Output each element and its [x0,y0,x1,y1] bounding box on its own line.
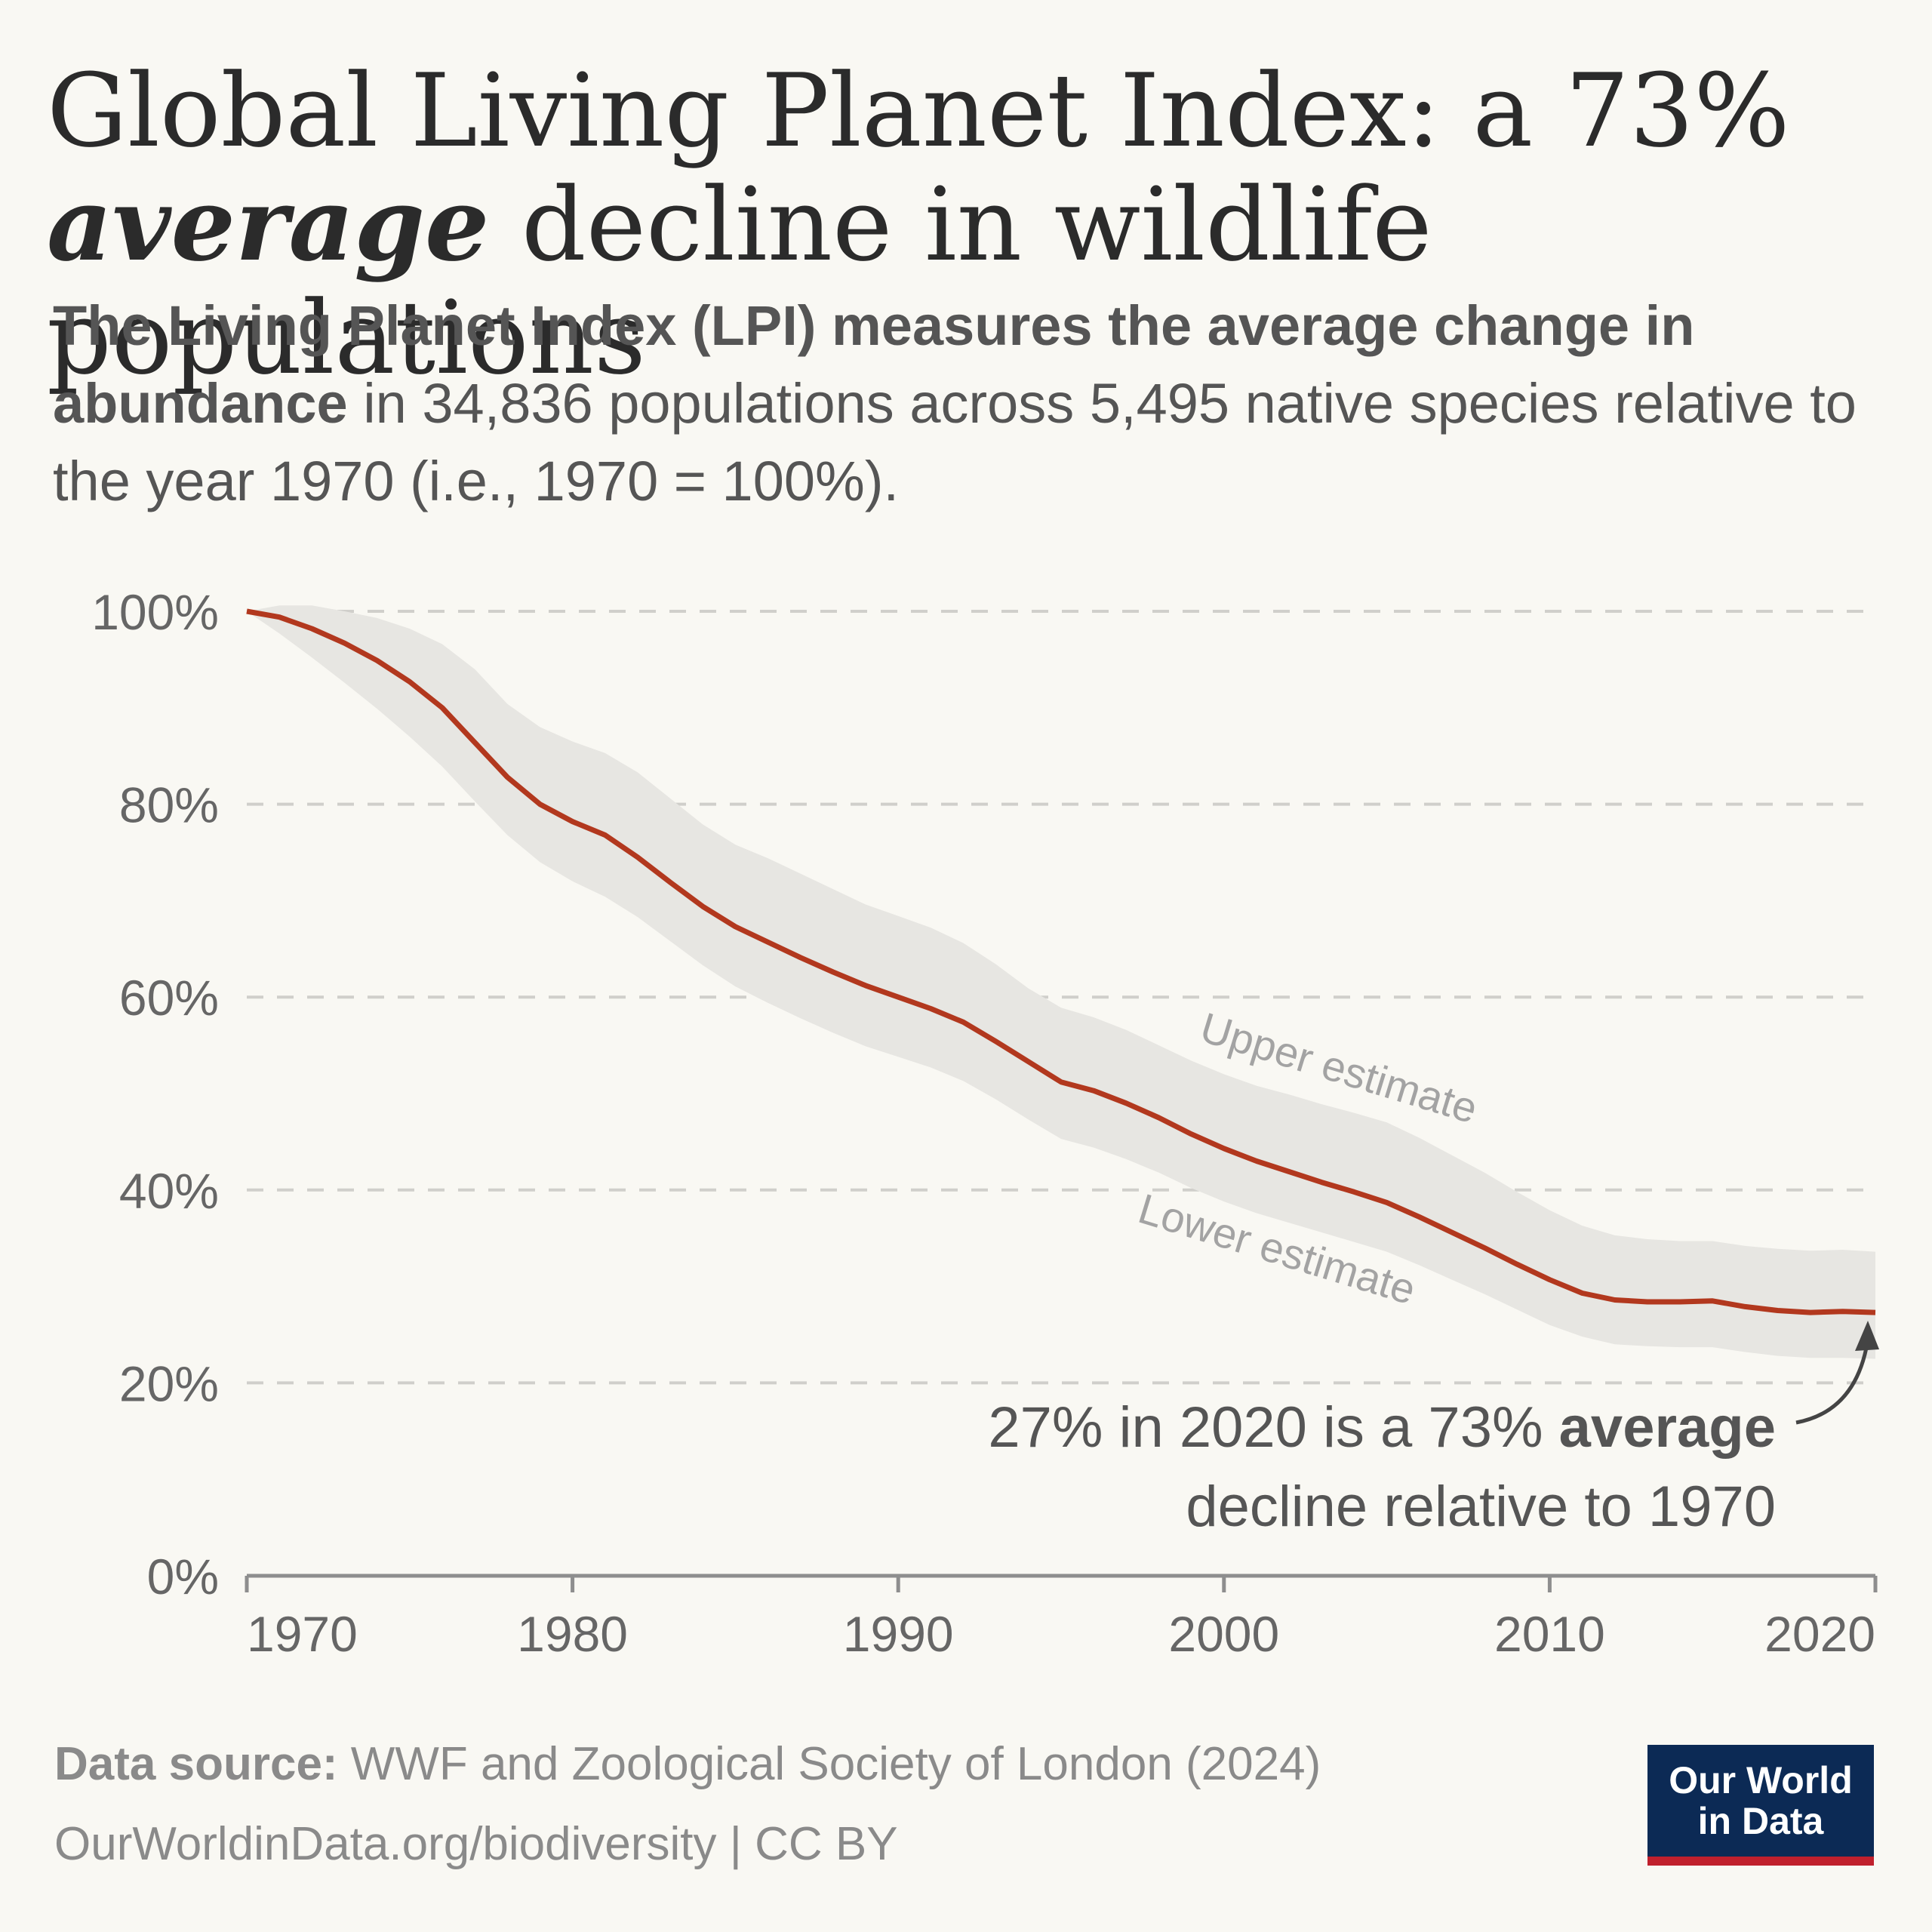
title-line2: decline in wildlife populations [47,166,1432,397]
y-tick-label: 60% [119,970,219,1026]
y-tick-label: 20% [119,1355,219,1411]
data-source: Data source: WWF and Zoological Society … [54,1737,1321,1791]
annotation-line2: decline relative to 1970 [1186,1475,1776,1539]
title-italic-word: average [47,165,490,284]
x-axis-tick-labels: 1970 1980 1990 2000 2010 2020 [247,1606,1875,1662]
x-tick-label: 2020 [1764,1606,1875,1662]
x-axis [245,1574,1878,1592]
confidence-band [247,605,1875,1359]
annotation-arrowhead [1855,1321,1879,1351]
data-source-text: WWF and Zoological Society of London (20… [337,1738,1321,1790]
line-chart: 0% 20% 40% 60% 80% 100% 1970 1980 1990 2000 2010 2… [91,584,1879,1662]
data-source-label: Data source: [54,1738,338,1790]
y-tick-label: 0% [147,1549,219,1604]
subtitle-rest: in 34,836 populations across 5,495 nativ… [53,372,1857,512]
x-tick-label: 1980 [517,1606,628,1662]
x-tick-label: 2000 [1168,1606,1279,1662]
annotation-arrow [1795,1339,1870,1425]
owid-logo[interactable]: Our World in Data [1647,1745,1874,1866]
annotation-line1: 27% in 2020 is a 73% average [988,1395,1776,1460]
chart-title: Global Living Planet Index: a 73% average… [47,54,1873,395]
title-line1: Global Living Planet Index: a 73% [47,52,1790,170]
logo-line2: in Data [1697,1800,1824,1842]
source-url[interactable]: OurWorldinData.org/biodiversity | CC BY [54,1818,898,1870]
chart-subtitle: The Living Planet Index (LPI) measures t… [53,287,1879,520]
y-tick-label: 40% [119,1163,219,1219]
x-tick-label: 2010 [1494,1606,1605,1662]
y-tick-label: 100% [91,584,219,640]
y-tick-label: 80% [119,777,219,833]
subtitle-bold: The Living Planet Index (LPI) measures t… [53,294,1695,435]
annotation-text1: 27% in 2020 is a 73% [988,1395,1558,1460]
logo-line1: Our World [1669,1759,1853,1801]
x-tick-label: 1970 [247,1606,358,1662]
x-tick-label: 1990 [843,1606,954,1662]
annotation-bold: average [1559,1395,1776,1460]
y-axis-tick-labels: 0% 20% 40% 60% 80% 100% [91,584,219,1604]
lpi-series-line [246,608,1876,1315]
